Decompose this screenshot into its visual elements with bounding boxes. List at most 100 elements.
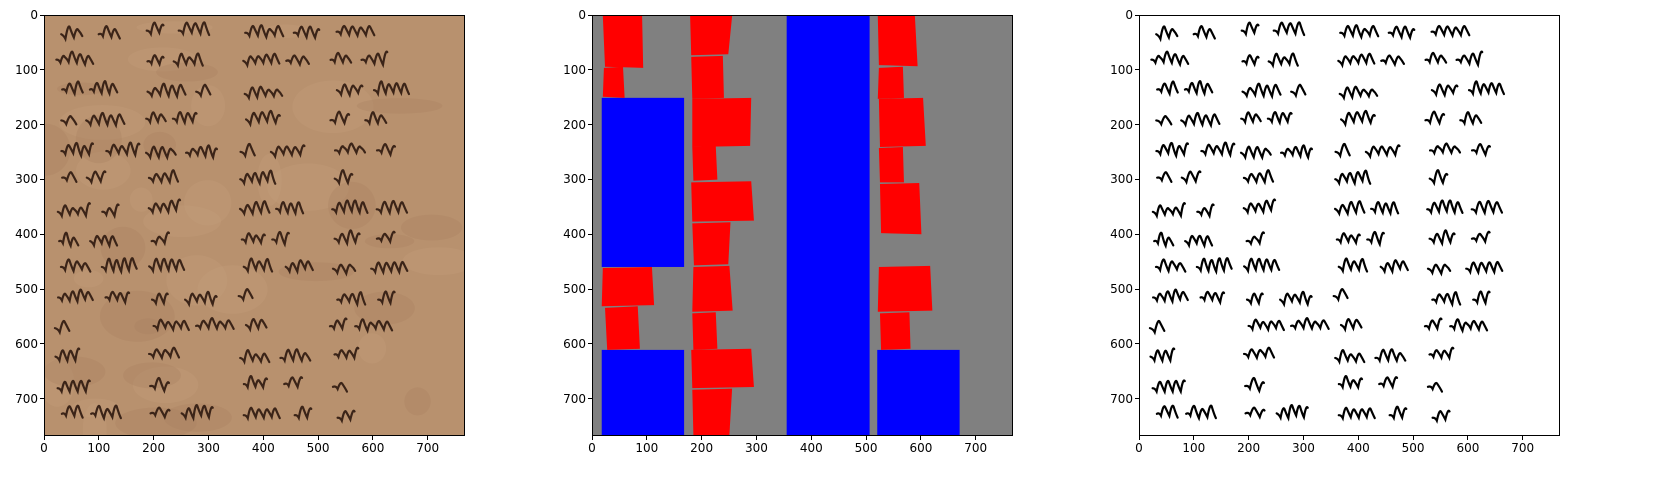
handwriting-stroke — [150, 231, 171, 247]
x-tick-mark — [1522, 436, 1524, 440]
handwriting-stroke — [1379, 259, 1409, 275]
paper-stain — [356, 98, 443, 114]
handwriting-stroke — [1242, 346, 1276, 361]
handwriting-stroke — [1378, 376, 1399, 391]
handwriting-stroke — [1239, 145, 1272, 161]
x-tick-mark — [317, 436, 319, 440]
y-tick-label: 500 — [15, 282, 38, 297]
y-tick-mark — [1135, 178, 1139, 180]
mask-text-block — [690, 16, 733, 56]
handwriting-stroke — [245, 109, 281, 128]
paper-stain — [59, 104, 146, 140]
handwriting-stroke — [1338, 85, 1379, 102]
handwriting-stroke — [329, 51, 353, 66]
handwriting-stroke — [333, 142, 367, 156]
segmentation-mask — [592, 15, 1013, 436]
handwriting-stroke — [144, 145, 177, 161]
x-tick-label: 0 — [588, 441, 596, 455]
mask-text-block — [692, 265, 733, 312]
handwriting-stroke — [1290, 83, 1307, 99]
handwriting-stroke — [1289, 317, 1330, 332]
handwriting-stroke — [1465, 260, 1504, 276]
handwriting-stroke — [1449, 318, 1489, 334]
handwriting-stroke — [1334, 142, 1351, 159]
mask-text-block — [877, 16, 918, 67]
handwriting-stroke — [1470, 230, 1491, 245]
mask-column-block — [601, 349, 685, 435]
paper-stain — [156, 62, 218, 82]
handwriting-stroke — [184, 290, 218, 308]
x-tick-label: 600 — [909, 441, 933, 455]
x-tick-mark — [1193, 436, 1195, 440]
paper-stain — [267, 163, 350, 211]
handwriting-stroke — [60, 404, 84, 420]
y-tick-mark — [1135, 124, 1139, 126]
x-tick-mark — [1467, 436, 1469, 440]
x-tick-label: 400 — [799, 441, 823, 455]
paper-stain — [257, 153, 282, 206]
y-tick-mark — [588, 233, 592, 235]
handwriting-stroke — [1426, 381, 1444, 393]
handwriting-stroke — [57, 288, 94, 306]
mask-column-block — [786, 16, 870, 435]
y-tick-label: 0 — [1125, 8, 1133, 22]
y-tick-mark — [588, 124, 592, 126]
handwriting-stroke — [1426, 263, 1452, 277]
handwriting-stroke — [1148, 319, 1166, 336]
y-tick-mark — [40, 233, 44, 235]
y-tick-label: 700 — [15, 391, 38, 406]
y-tick-mark — [588, 343, 592, 345]
x-tick-mark — [701, 436, 703, 440]
handwriting-stroke — [172, 52, 204, 69]
handwriting-stroke — [149, 406, 171, 420]
handwriting-stroke — [148, 257, 186, 275]
handwriting-stroke — [1243, 257, 1281, 275]
mask-text-block — [879, 182, 922, 235]
handwriting-stroke — [283, 376, 304, 391]
handwriting-stroke — [1185, 404, 1217, 422]
handwriting-stroke — [55, 50, 95, 68]
handwriting-stroke — [1366, 230, 1385, 248]
x-tick-mark — [207, 436, 209, 440]
handwriting-stroke — [1424, 51, 1448, 66]
handwriting-stroke — [1334, 169, 1372, 187]
handwriting-stroke — [104, 290, 131, 306]
handwriting-stroke — [331, 381, 349, 393]
handwriting-stroke — [1196, 203, 1215, 220]
panel-binarized: 0 100 200 300 400 500 600 700 0 100 200 300 400 500 60… — [1110, 8, 1560, 455]
handwriting-stroke — [145, 21, 165, 38]
handwriting-stroke — [1200, 141, 1236, 159]
handwriting-stroke — [1470, 199, 1504, 217]
handwriting-stroke — [1183, 80, 1214, 97]
handwriting-stroke — [328, 317, 348, 332]
y-tick-label: 300 — [1110, 172, 1133, 187]
handwriting-stroke — [285, 54, 310, 68]
handwriting-stroke — [1459, 111, 1483, 127]
handwriting-stroke — [1242, 198, 1277, 216]
handwriting-stroke — [1279, 144, 1314, 161]
y-tick-label: 200 — [15, 117, 38, 132]
handwriting-stroke — [147, 169, 180, 186]
y-tick-mark — [40, 288, 44, 290]
panel-original: 0 100 200 300 400 500 600 700 0 100 200 300 400 500 60… — [15, 8, 465, 455]
handwriting-stroke — [329, 110, 351, 127]
paper-stain — [71, 398, 120, 418]
mask-text-block — [691, 55, 724, 99]
handwriting-stroke — [1428, 229, 1456, 247]
handwriting-stroke — [237, 288, 254, 303]
handwriting-stroke — [105, 141, 141, 159]
mask-text-block — [879, 312, 911, 350]
handwriting-stroke — [1431, 409, 1451, 424]
x-tick-label: 100 — [1182, 441, 1206, 455]
handwriting-stroke — [1247, 318, 1285, 333]
paper-stain — [99, 290, 175, 342]
handwriting-stroke — [180, 404, 214, 422]
handwriting-stroke — [239, 169, 277, 187]
x-tick-label: 100 — [87, 441, 111, 455]
handwriting-stroke — [1340, 109, 1376, 128]
handwriting-stroke — [1242, 169, 1275, 186]
handwriting-stroke — [150, 292, 169, 307]
handwriting-stroke — [145, 111, 167, 126]
mask-canvas — [593, 16, 1012, 435]
y-tick-label: 100 — [1110, 62, 1133, 77]
